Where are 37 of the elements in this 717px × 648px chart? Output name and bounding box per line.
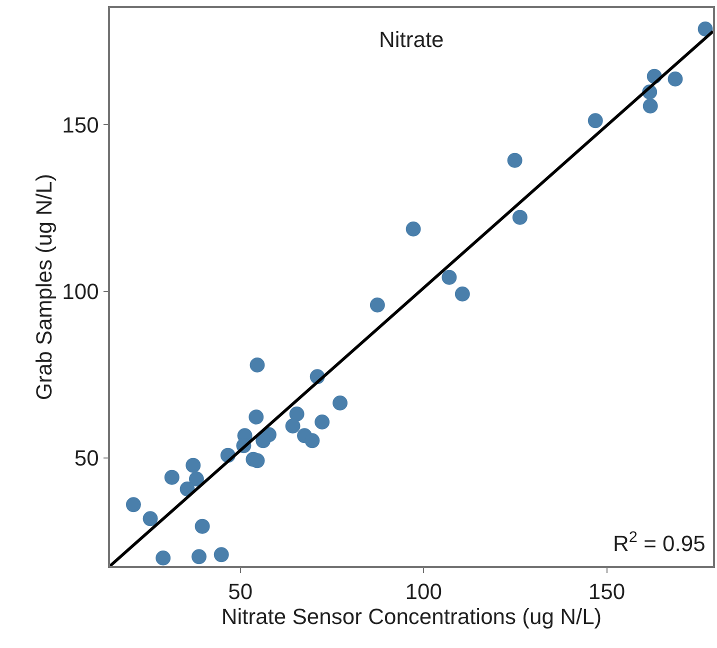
x-axis-title: Nitrate Sensor Concentrations (ug N/L) [221, 604, 602, 630]
y-tick-label: 100 [62, 279, 99, 304]
point [164, 470, 180, 485]
point [304, 433, 320, 448]
x-tick-label: 100 [405, 579, 442, 604]
point [289, 406, 304, 422]
point [512, 210, 528, 225]
point [370, 298, 385, 312]
point [194, 518, 210, 534]
point [668, 72, 683, 86]
y-axis-title: Grab Samples (ug N/L) [31, 174, 56, 400]
point [507, 152, 522, 168]
x-tick-label: 150 [588, 579, 626, 604]
point [285, 418, 300, 434]
point [642, 98, 658, 114]
point [250, 358, 265, 372]
y-tick-label: 150 [62, 112, 99, 138]
point [248, 410, 264, 424]
point [698, 22, 713, 36]
point [332, 396, 348, 410]
point [188, 472, 204, 486]
text: Nitrate [379, 27, 444, 52]
point [256, 433, 271, 448]
point [214, 547, 229, 562]
point [588, 113, 603, 128]
point [156, 550, 171, 566]
point [406, 222, 421, 236]
annotation: R$^{2}$ = 0.95 [613, 529, 706, 556]
point [186, 458, 201, 473]
point [442, 270, 457, 285]
x-tick-label: 50 [228, 579, 253, 604]
point [142, 511, 158, 526]
point [192, 549, 207, 564]
point [454, 286, 470, 302]
point [314, 414, 330, 430]
y-tick-label: 50 [74, 446, 99, 471]
point [126, 497, 141, 512]
